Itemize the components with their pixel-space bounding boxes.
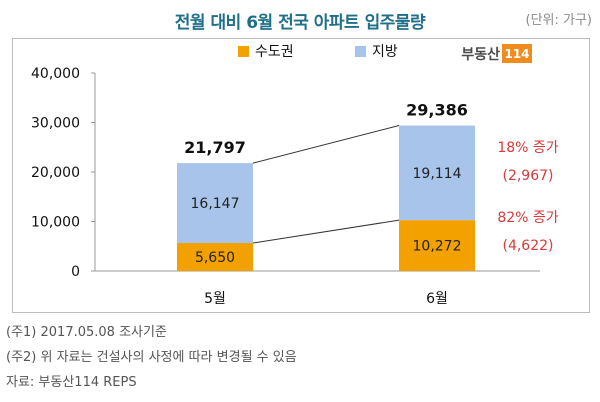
total-label: 29,386 (406, 101, 468, 120)
footnote-1: (주1) 2017.05.08 조사기준 (6, 325, 167, 340)
connector-line-metro (252, 219, 400, 244)
y-tick-label: 10,000 (31, 215, 80, 231)
footnote-2: (주2) 위 자료는 건설사의 사정에 따라 변경될 수 있음 (6, 350, 297, 365)
annotation-region-amount: (2,967) (502, 168, 553, 184)
source-note: 자료: 부동산114 REPS (6, 375, 137, 390)
legend-swatch (238, 46, 249, 57)
value-label-metro: 5,650 (195, 250, 235, 266)
connector-line-region (252, 125, 400, 164)
chart-panel (12, 38, 590, 313)
logo-text: 부동산 (461, 46, 500, 63)
footnotes: (주1) 2017.05.08 조사기준 (주2) 위 자료는 건설사의 사정에… (6, 320, 297, 395)
annotation-metro-amount: (4,622) (502, 238, 553, 254)
y-tick-label: 40,000 (31, 66, 80, 82)
brand-logo: 부동산 114 (461, 44, 532, 63)
legend-swatch (355, 46, 366, 57)
unit-label: (단위: 가구) (525, 13, 593, 28)
value-label-region: 16,147 (191, 196, 240, 212)
legend-label: 수도권 (255, 44, 294, 60)
y-tick-label: 0 (71, 264, 80, 280)
value-label-region: 19,114 (413, 166, 462, 182)
annotation-region-increase: 18% 증가 (497, 140, 558, 156)
chart-title: 전월 대비 6월 전국 아파트 입주물량 (174, 13, 426, 33)
annotation-metro-increase: 82% 증가 (497, 210, 558, 226)
bar-metro (399, 220, 475, 271)
y-tick-label: 30,000 (31, 116, 80, 132)
x-tick-label: 5월 (204, 291, 226, 307)
x-tick-label: 6월 (426, 291, 448, 307)
y-tick-label: 20,000 (31, 165, 80, 181)
value-label-metro: 10,272 (413, 239, 462, 255)
bar-region (177, 163, 253, 244)
bar-metro (177, 243, 253, 271)
legend-label: 지방 (372, 44, 398, 60)
logo-number: 114 (504, 47, 529, 61)
logo-badge (502, 44, 532, 63)
total-label: 21,797 (184, 138, 246, 157)
bar-region (399, 125, 475, 221)
